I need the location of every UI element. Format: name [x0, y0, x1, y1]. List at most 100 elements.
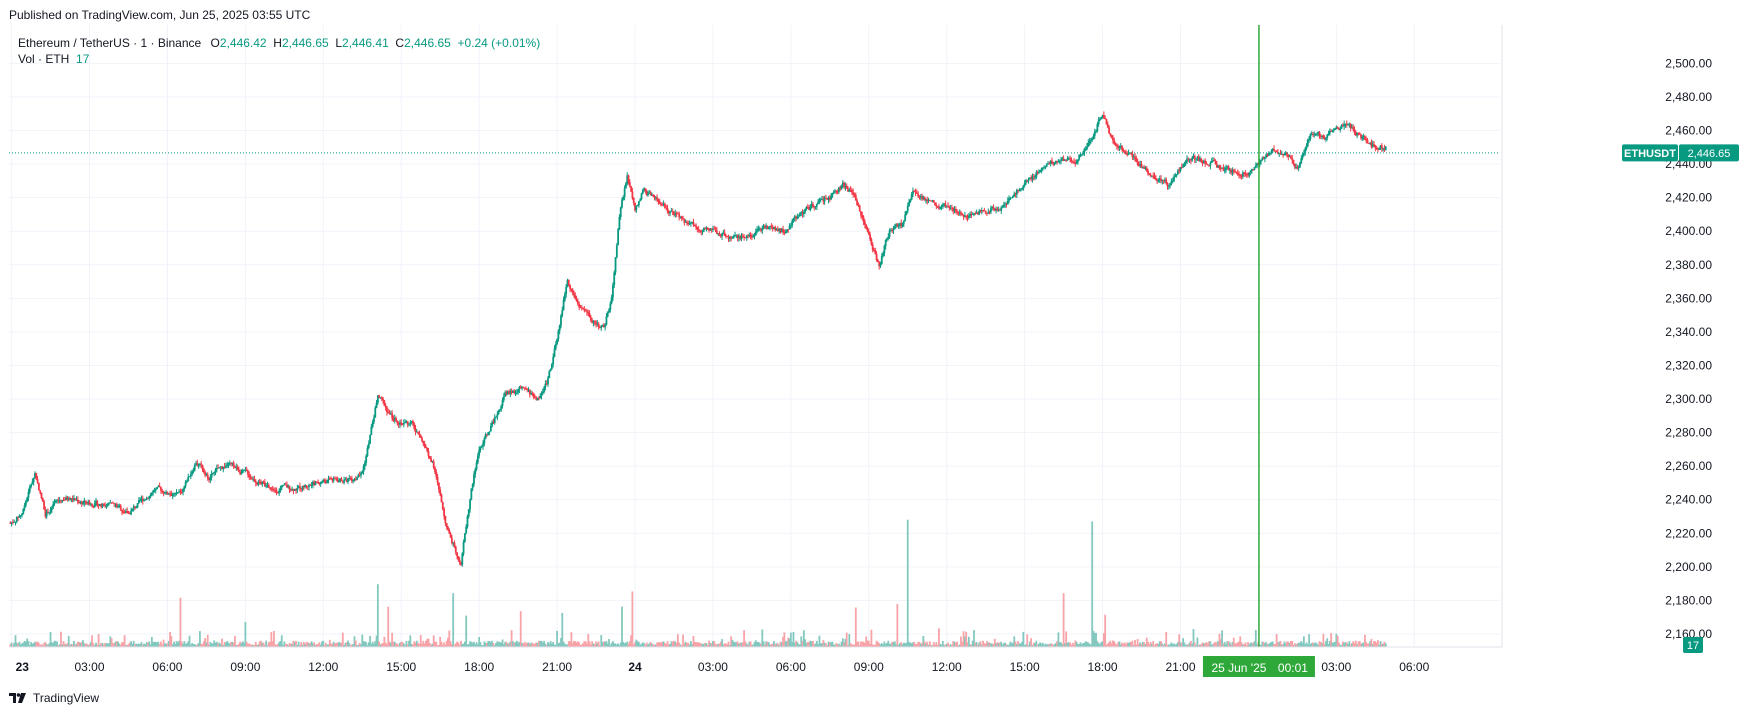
candle-body — [731, 237, 734, 239]
volume-bar — [1099, 644, 1101, 647]
volume-bar — [1199, 644, 1201, 647]
candle-body — [1245, 173, 1248, 175]
candle-body — [722, 232, 725, 234]
volume-bar — [330, 643, 332, 647]
volume-bar — [432, 635, 435, 647]
candle-body — [257, 481, 260, 485]
volume-bar — [1140, 644, 1143, 647]
volume-bar — [675, 642, 678, 647]
candle-body — [149, 494, 152, 497]
volume-bar — [275, 645, 278, 647]
volume-bar — [757, 641, 760, 647]
volume-bar — [1344, 642, 1347, 647]
candle-body — [1109, 133, 1112, 136]
candle-body — [813, 206, 816, 208]
volume-bar — [1026, 634, 1029, 647]
candle-body — [217, 467, 220, 469]
symbol-title[interactable]: Ethereum / TetherUS · 1 · Binance — [18, 36, 202, 50]
volume-bar — [622, 641, 625, 647]
candle-body — [1084, 149, 1087, 150]
candle-body — [1189, 158, 1192, 161]
candle-body — [384, 405, 387, 408]
volume-bar — [1096, 641, 1099, 647]
price-axis[interactable]: 2,160.002,180.002,200.002,220.002,240.00… — [1501, 25, 1712, 647]
volume-bar — [922, 635, 925, 647]
volume-bar — [21, 643, 23, 647]
volume-bar — [96, 644, 99, 647]
volume-bar — [891, 641, 894, 647]
volume-bar — [1374, 641, 1377, 647]
volume-bar — [1179, 642, 1182, 647]
volume-bar — [1100, 641, 1103, 647]
candle-body — [783, 231, 786, 233]
candle-body — [492, 421, 495, 423]
volume-bar — [518, 641, 521, 647]
volume-bar — [131, 643, 134, 647]
candle-body — [635, 205, 638, 211]
candle-body — [689, 222, 692, 224]
candle-body — [692, 222, 695, 225]
volume-bar — [1271, 641, 1274, 647]
volume-bar — [18, 641, 21, 647]
volume-bar — [684, 641, 687, 647]
volume-bar — [230, 641, 232, 647]
volume-bar — [193, 644, 196, 647]
candle-body — [1236, 173, 1239, 174]
candle-body — [192, 470, 195, 472]
volume-bar — [654, 644, 657, 647]
candle-body — [184, 481, 187, 487]
candle-body — [835, 190, 838, 192]
volume-bar — [636, 641, 639, 647]
time-axis[interactable]: 23 03:00 06:00 09:00 12:00 15:00 18:00 21:00 24 0… — [9, 646, 1502, 674]
candle-body — [280, 485, 283, 488]
candle-body — [163, 492, 166, 494]
candle-body — [31, 481, 34, 485]
candle-body — [1262, 157, 1265, 159]
volume-bar — [947, 642, 949, 647]
volume-bar — [845, 632, 848, 647]
volume-bar — [597, 641, 600, 647]
candle-body — [14, 521, 17, 523]
volume-bar — [31, 643, 34, 647]
candle-body — [543, 387, 545, 392]
candle-body — [1169, 183, 1172, 186]
volume-bar — [1166, 644, 1169, 647]
volume-bar — [1002, 643, 1005, 647]
volume-bar — [487, 641, 490, 647]
candle-body — [634, 202, 636, 211]
candle-body — [751, 236, 753, 238]
volume-bar — [1375, 642, 1378, 647]
volume-bar — [770, 644, 773, 647]
candle-body — [350, 478, 353, 482]
volume-bar — [492, 643, 495, 647]
candle-body — [964, 215, 966, 217]
volume-bar — [30, 642, 32, 647]
volume-label[interactable]: Vol · ETH — [18, 52, 70, 66]
candle-body — [788, 225, 791, 230]
volume-bar — [1113, 641, 1116, 647]
candlestick-series — [9, 111, 1387, 567]
volume-bar — [356, 644, 358, 647]
candle-body — [1313, 134, 1316, 135]
volume-bar — [1162, 645, 1165, 647]
volume-bar — [645, 642, 648, 647]
candle-body — [867, 231, 870, 235]
volume-bar — [1345, 642, 1348, 647]
volume-bar — [1048, 644, 1051, 647]
volume-bar — [379, 644, 382, 647]
candle-body — [828, 197, 831, 200]
candle-body — [1204, 160, 1207, 164]
volume-bar — [69, 644, 71, 647]
candle-body — [152, 490, 155, 493]
volume-bar — [580, 644, 583, 647]
volume-bar — [1032, 642, 1035, 647]
candle-body — [961, 214, 964, 216]
volume-bar — [889, 643, 892, 647]
candle-body — [230, 463, 232, 464]
candle-body — [653, 196, 656, 199]
candle-body — [28, 487, 31, 492]
candle-body — [1208, 165, 1210, 167]
volume-bar — [534, 643, 536, 647]
candle-body — [871, 244, 874, 250]
